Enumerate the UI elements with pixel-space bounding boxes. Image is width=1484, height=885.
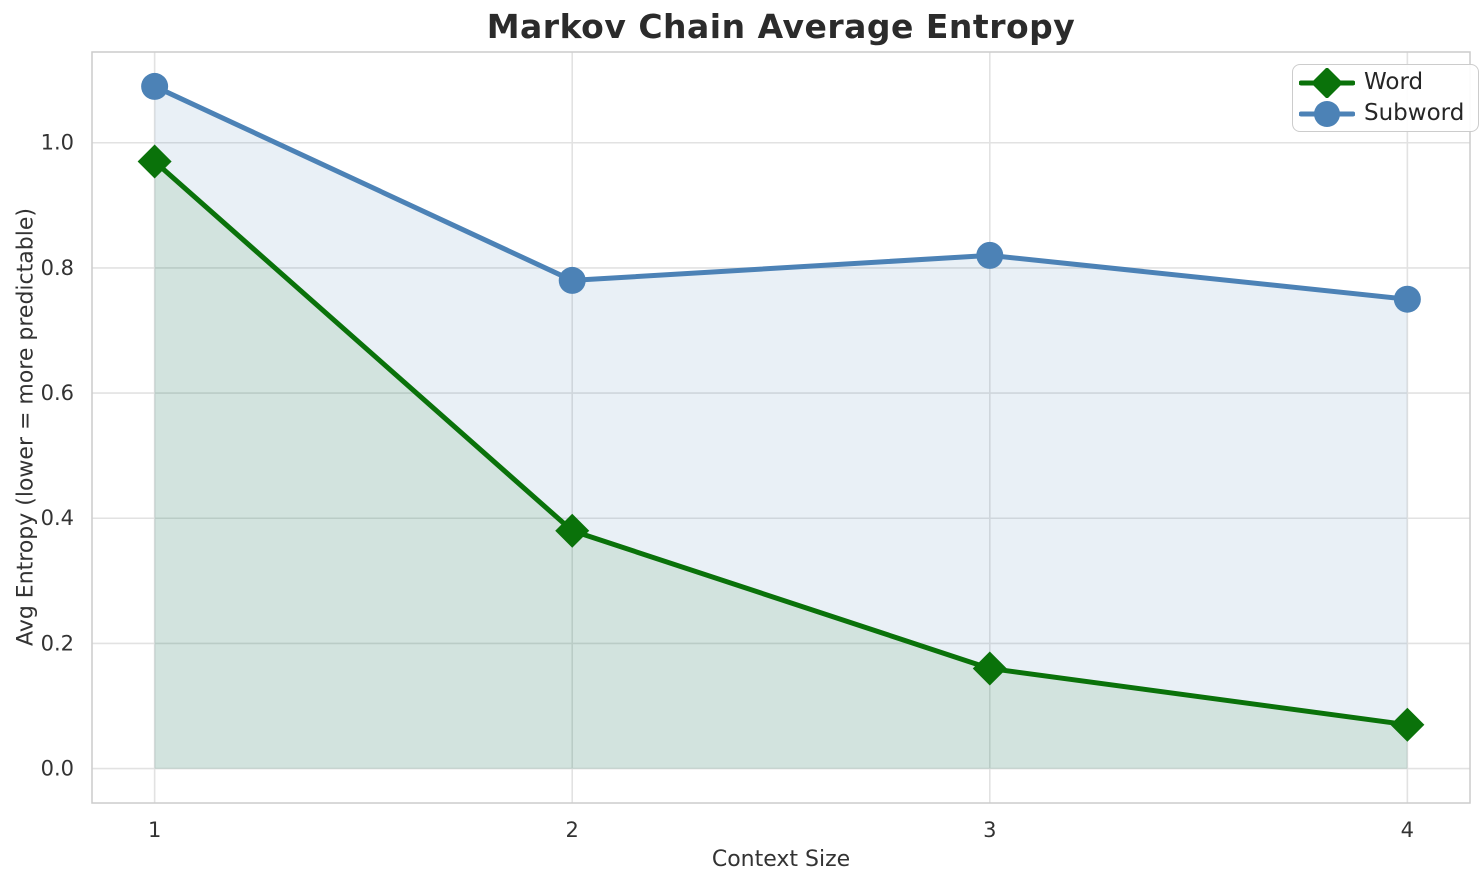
area-fill-subword [154, 86, 1408, 769]
diamond-marker [1390, 707, 1425, 742]
circle-marker [976, 241, 1004, 269]
diamond-marker [137, 144, 172, 179]
series-line-subword [152, 83, 1410, 302]
y-tick-label: 0.4 [41, 506, 74, 530]
x-tick-label: 1 [148, 818, 161, 842]
legend-label: Subword [1364, 100, 1465, 126]
chart-title: Markov Chain Average Entropy [486, 7, 1076, 46]
circle-marker [141, 72, 169, 100]
legend-label: Word [1364, 69, 1424, 95]
y-tick-label: 1.0 [41, 131, 74, 155]
circle-marker [558, 266, 586, 294]
x-tick-label: 2 [566, 818, 579, 842]
plot-border [91, 51, 1471, 804]
y-tick-label: 0.8 [41, 256, 74, 280]
series-line-word [152, 159, 1410, 728]
y-tick-label: 0.0 [41, 757, 74, 781]
circle-marker [1393, 285, 1421, 313]
area-fill-word [154, 161, 1408, 769]
diamond-legend-icon [1299, 67, 1355, 98]
legend: Word Subword [1292, 64, 1480, 132]
y-axis-label: Avg Entropy (lower = more predictable) [13, 208, 39, 646]
x-tick-label: 4 [1401, 818, 1414, 842]
circle-legend-icon [1299, 100, 1355, 127]
x-tick-label: 3 [983, 818, 996, 842]
y-tick-label: 0.2 [41, 631, 74, 655]
y-tick-label: 0.6 [41, 381, 74, 405]
x-axis-label: Context Size [711, 847, 851, 872]
legend-item-subword: Subword [1299, 98, 1464, 129]
legend-item-word: Word [1299, 67, 1464, 98]
diamond-marker [555, 513, 590, 548]
diamond-marker [972, 651, 1007, 686]
